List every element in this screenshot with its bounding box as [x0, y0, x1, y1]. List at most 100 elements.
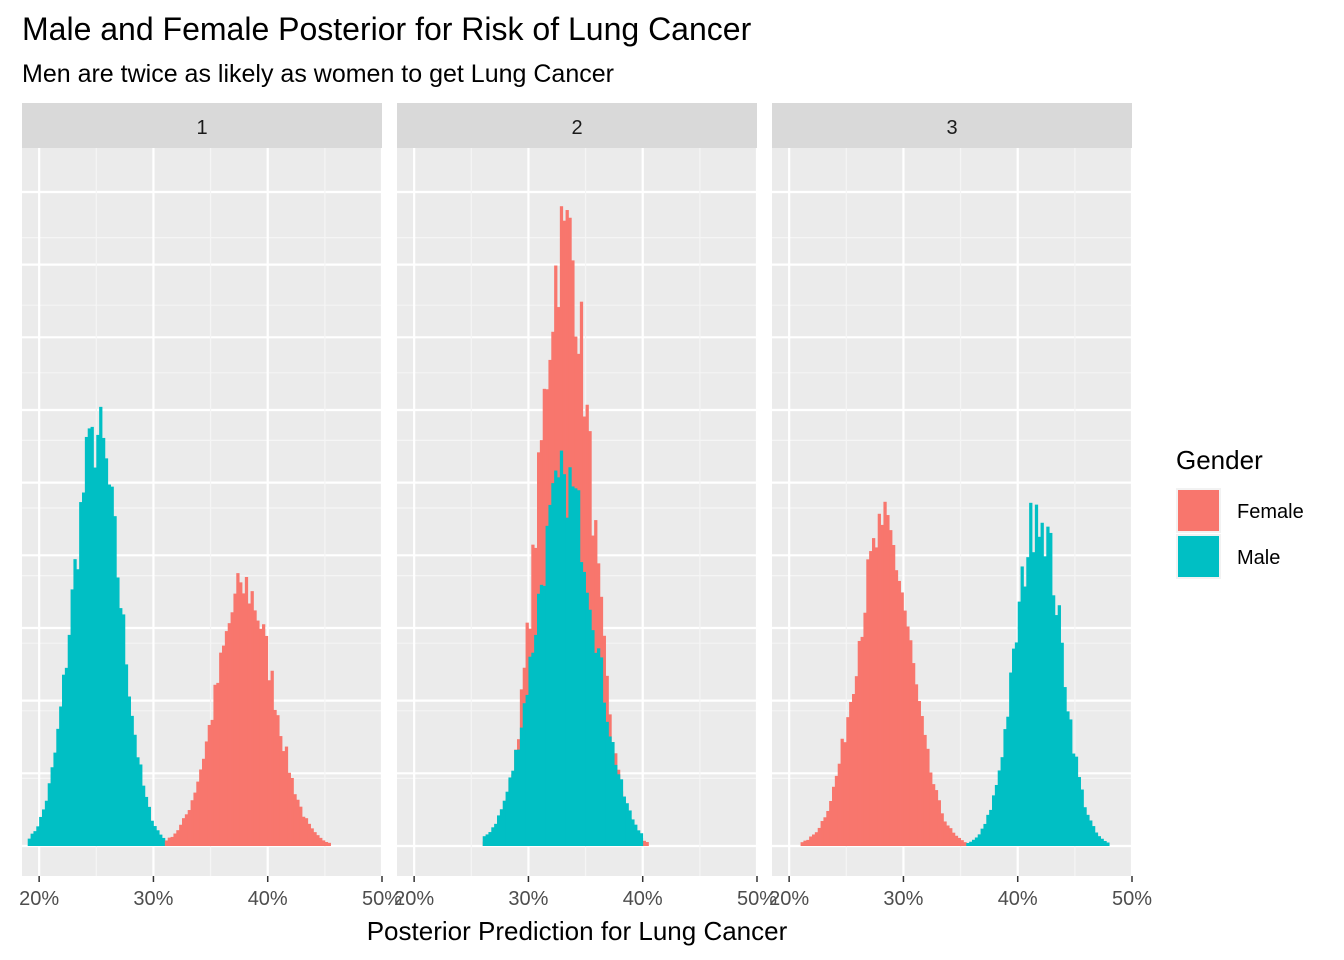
histogram-bar: [952, 832, 956, 846]
histogram-bar: [829, 800, 833, 846]
x-axis-title: Posterior Prediction for Lung Cancer: [367, 916, 788, 946]
histogram-bar: [259, 628, 263, 846]
histogram-bar: [497, 815, 501, 846]
histogram-bar: [923, 734, 927, 846]
histogram-bar: [176, 830, 180, 846]
histogram-bar: [525, 694, 529, 846]
histogram-bar: [64, 667, 69, 846]
histogram-bar: [1037, 536, 1041, 846]
histogram-bar: [1012, 648, 1016, 846]
histogram-bar: [179, 824, 183, 846]
histogram-bar: [204, 741, 209, 846]
histogram-bar: [1020, 566, 1024, 846]
histogram-bar: [934, 790, 939, 846]
histogram-bar: [124, 664, 129, 846]
series-female: [164, 573, 331, 846]
histogram-bar: [574, 488, 578, 846]
histogram-bar: [852, 694, 856, 846]
histogram-bar: [1026, 557, 1030, 846]
histogram-bar: [1046, 526, 1050, 846]
histogram-bar: [256, 620, 260, 846]
histogram-bar: [857, 640, 861, 846]
histogram-bar: [150, 820, 154, 846]
histogram-bar: [279, 736, 283, 846]
histogram-bar: [27, 838, 31, 846]
histogram-bar: [1052, 595, 1056, 846]
histogram-bar: [840, 738, 844, 846]
histogram-bar: [519, 727, 524, 846]
facet-panel-3: 3 20% 30% 40% 50%: [769, 103, 1152, 910]
histogram-bar: [645, 842, 649, 846]
histogram-bar: [210, 719, 214, 846]
histogram-bar: [96, 434, 100, 846]
histogram-bar: [980, 828, 984, 846]
histogram-bar: [264, 635, 269, 846]
histogram-bar: [247, 603, 251, 846]
histogram-bar: [559, 450, 564, 846]
histogram-bar: [554, 470, 558, 846]
histogram-bar: [273, 709, 277, 846]
histogram-bar: [104, 458, 109, 846]
histogram-bar: [972, 839, 976, 846]
histogram-bar: [119, 608, 123, 846]
histogram-bar: [287, 772, 291, 846]
x-tick-label: 40%: [623, 888, 663, 910]
histogram-bar: [50, 767, 54, 846]
histogram-bar: [597, 648, 601, 846]
histogram-bar: [994, 784, 999, 846]
histogram-bar: [302, 816, 306, 846]
histogram-bar: [806, 839, 810, 846]
histogram-bar: [849, 701, 853, 846]
histogram-bar: [1066, 711, 1070, 846]
histogram-bar: [917, 701, 921, 846]
histogram-bar: [219, 652, 223, 846]
histogram-bar: [957, 837, 961, 846]
histogram-bar: [59, 706, 63, 846]
histogram-bar: [837, 763, 841, 846]
histogram-bar: [324, 841, 329, 846]
histogram-bar: [1077, 777, 1081, 846]
histogram-bar: [170, 836, 174, 846]
histogram-bar: [250, 591, 254, 846]
histogram-bar: [56, 728, 60, 846]
histogram-bar: [932, 784, 936, 846]
histogram-bar: [1009, 672, 1013, 846]
facet-strip: [772, 103, 1132, 148]
facet-strip-label: 1: [196, 117, 207, 139]
histogram-bar: [803, 840, 807, 846]
histogram-bar: [136, 757, 140, 846]
histogram-bar: [832, 786, 836, 846]
legend-swatch: [1178, 490, 1219, 531]
histogram-bar: [866, 559, 870, 846]
histogram-bar: [863, 612, 867, 846]
histogram-bar: [966, 842, 970, 846]
histogram-bar: [1060, 642, 1064, 846]
histogram-bar: [508, 777, 512, 846]
histogram-bar: [874, 547, 879, 846]
facet-strip: [397, 103, 757, 148]
legend: Gender Female Male: [1176, 445, 1304, 579]
histogram-bar: [914, 684, 919, 846]
histogram-bar: [562, 474, 566, 846]
histogram-bar: [1103, 840, 1107, 846]
histogram-bar: [628, 810, 632, 846]
histogram-bar: [139, 764, 143, 846]
histogram-bar: [1092, 826, 1096, 846]
histogram-bar: [44, 800, 49, 846]
histogram-bar: [963, 842, 967, 846]
histogram-bar: [33, 831, 37, 846]
histogram-bar: [900, 592, 904, 846]
histogram-bar: [983, 823, 987, 846]
histogram-bar: [872, 538, 876, 846]
histogram-bar: [989, 809, 993, 846]
histogram-bar: [809, 836, 813, 846]
x-tick-label: 50%: [737, 888, 777, 910]
histogram-bar: [619, 779, 624, 846]
histogram-bar: [84, 436, 89, 846]
histogram-bar: [142, 785, 146, 846]
histogram-bar: [1086, 814, 1090, 846]
histogram-bar: [1069, 719, 1073, 846]
histogram-bar: [528, 656, 532, 846]
histogram-bar: [207, 724, 211, 846]
histogram-bar: [1023, 586, 1027, 846]
